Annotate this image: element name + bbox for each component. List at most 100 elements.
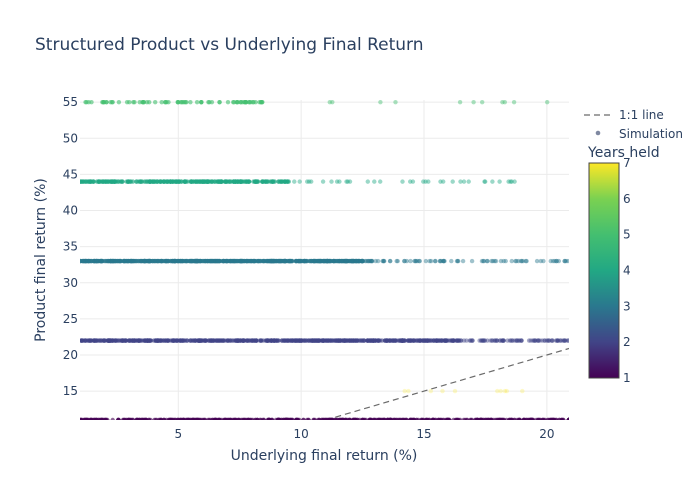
scatter-point bbox=[508, 338, 514, 343]
scatter-point bbox=[519, 258, 524, 264]
scatter-point bbox=[500, 338, 505, 343]
scatter-point bbox=[194, 100, 200, 105]
scatter-point bbox=[478, 338, 484, 343]
scatter-point bbox=[101, 179, 106, 184]
scatter-point bbox=[470, 338, 475, 343]
scatter-point bbox=[83, 338, 88, 343]
scatter-point bbox=[524, 258, 529, 264]
legend-item-simulation[interactable]: Simulation bbox=[595, 127, 683, 141]
scatter-point bbox=[557, 338, 563, 343]
scatter-point bbox=[534, 258, 540, 264]
scatter-point bbox=[500, 100, 505, 105]
scatter-point bbox=[488, 338, 493, 343]
scatter-point bbox=[464, 338, 469, 343]
scatter-point bbox=[267, 258, 272, 264]
scatter-point bbox=[481, 258, 486, 264]
scatter-point bbox=[517, 338, 522, 343]
scatter-point bbox=[152, 179, 157, 184]
scatter-point bbox=[268, 179, 273, 184]
scatter-point bbox=[217, 100, 222, 105]
scatter-point bbox=[494, 338, 500, 343]
scatter-point bbox=[184, 100, 189, 105]
scatter-point bbox=[436, 417, 441, 420]
legend[interactable]: 1:1 line Simulation bbox=[584, 108, 683, 141]
scatter-point bbox=[428, 388, 433, 394]
scatter-point bbox=[481, 338, 486, 343]
scatter-point bbox=[134, 179, 139, 184]
scatter-point bbox=[258, 100, 264, 105]
scatter-point bbox=[161, 338, 166, 343]
scatter-point bbox=[132, 100, 137, 105]
scatter-point bbox=[280, 417, 286, 420]
scatter-point bbox=[441, 258, 446, 264]
scatter-point bbox=[503, 258, 508, 264]
scatter-point bbox=[275, 417, 280, 420]
scatter-point bbox=[261, 258, 266, 264]
scatter-point bbox=[408, 258, 413, 264]
y-tick-label: 55 bbox=[63, 95, 78, 109]
scatter-point bbox=[540, 338, 545, 343]
scatter-point bbox=[565, 258, 569, 264]
scatter-point bbox=[562, 338, 567, 343]
scatter-point bbox=[528, 338, 533, 343]
scatter-point bbox=[395, 417, 401, 420]
scatter-point bbox=[518, 338, 524, 343]
scatter-point bbox=[304, 417, 310, 420]
scatter-point bbox=[434, 338, 439, 343]
scatter-point bbox=[504, 388, 509, 394]
scatter-point bbox=[485, 338, 490, 343]
scatter-point bbox=[558, 338, 563, 343]
scatter-point bbox=[278, 258, 283, 264]
scatter-point bbox=[282, 258, 287, 264]
scatter-point bbox=[441, 258, 446, 264]
scatter-point bbox=[297, 417, 302, 420]
scatter-point bbox=[400, 179, 405, 184]
scatter-point bbox=[508, 179, 513, 184]
scatter-point bbox=[433, 258, 438, 264]
scatter-point bbox=[509, 179, 514, 184]
scatter-point bbox=[367, 258, 372, 264]
scatter-point bbox=[101, 417, 106, 420]
scatter-point bbox=[498, 338, 503, 343]
scatter-point bbox=[329, 179, 334, 184]
scatter-point bbox=[554, 258, 559, 264]
scatter-point bbox=[348, 338, 354, 343]
scatter-point bbox=[195, 179, 200, 184]
y-tick-label: 20 bbox=[63, 348, 78, 362]
scatter-point bbox=[490, 258, 496, 264]
scatter-point bbox=[423, 258, 429, 264]
reference-line bbox=[325, 347, 569, 420]
y-tick-label: 15 bbox=[63, 384, 78, 398]
scatter-point bbox=[479, 338, 484, 343]
scatter-point bbox=[536, 338, 541, 343]
scatter-point bbox=[301, 417, 306, 420]
scatter-point bbox=[418, 417, 424, 420]
scatter-point bbox=[501, 338, 506, 343]
scatter-point bbox=[507, 338, 513, 343]
colorbar-ticks: 1 2 3 4 5 6 7 bbox=[623, 156, 631, 385]
scatter-point bbox=[428, 338, 433, 343]
scatter-point bbox=[176, 179, 181, 184]
scatter-point bbox=[392, 417, 397, 420]
scatter-point bbox=[417, 258, 422, 264]
scatter-point bbox=[408, 179, 413, 184]
scatter-point bbox=[113, 258, 118, 264]
scatter-point bbox=[216, 417, 222, 420]
x-tick-label: 20 bbox=[539, 427, 554, 441]
scatter-point bbox=[238, 179, 243, 184]
scatter-point bbox=[189, 179, 194, 184]
scatter-point bbox=[116, 100, 122, 105]
scatter-point bbox=[100, 100, 105, 105]
scatter-point bbox=[327, 100, 332, 105]
scatter-point bbox=[286, 417, 291, 420]
scatter-point bbox=[553, 338, 559, 343]
scatter-point bbox=[369, 417, 374, 420]
scatter-point bbox=[413, 258, 419, 264]
scatter-point bbox=[514, 258, 519, 264]
scatter-point bbox=[536, 338, 541, 343]
scatter-point bbox=[445, 417, 450, 420]
legend-item-line[interactable]: 1:1 line bbox=[584, 108, 664, 122]
scatter-point bbox=[406, 388, 411, 394]
scatter-point bbox=[516, 417, 522, 420]
